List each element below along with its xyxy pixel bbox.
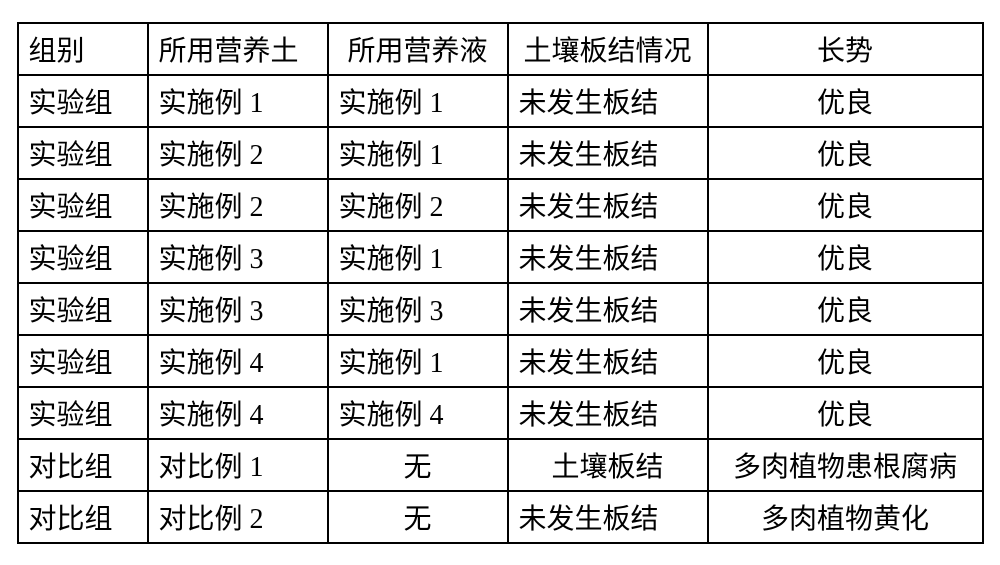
cell-growth: 优良 [708,387,983,439]
cell-soil: 实施例 3 [148,231,328,283]
table-row: 实验组 实施例 2 实施例 2 未发生板结 优良 [18,179,983,231]
cell-growth: 优良 [708,179,983,231]
col-header-compact: 土壤板结情况 [508,23,708,75]
col-header-liquid: 所用营养液 [328,23,508,75]
cell-liquid: 实施例 1 [328,335,508,387]
table-row: 实验组 实施例 1 实施例 1 未发生板结 优良 [18,75,983,127]
col-header-soil: 所用营养土 [148,23,328,75]
cell-soil: 实施例 1 [148,75,328,127]
cell-growth: 优良 [708,127,983,179]
cell-group: 实验组 [18,387,148,439]
cell-group: 实验组 [18,231,148,283]
table-row: 实验组 实施例 3 实施例 1 未发生板结 优良 [18,231,983,283]
table-row: 实验组 实施例 4 实施例 1 未发生板结 优良 [18,335,983,387]
table-row: 对比组 对比例 1 无 土壤板结 多肉植物患根腐病 [18,439,983,491]
cell-growth: 优良 [708,75,983,127]
cell-compact: 土壤板结 [508,439,708,491]
table-row: 实验组 实施例 2 实施例 1 未发生板结 优良 [18,127,983,179]
cell-soil: 实施例 2 [148,179,328,231]
cell-liquid: 无 [328,491,508,543]
cell-growth: 多肉植物黄化 [708,491,983,543]
cell-compact: 未发生板结 [508,127,708,179]
cell-growth: 优良 [708,283,983,335]
table-row: 实验组 实施例 3 实施例 3 未发生板结 优良 [18,283,983,335]
col-header-group: 组别 [18,23,148,75]
cell-group: 对比组 [18,491,148,543]
cell-compact: 未发生板结 [508,387,708,439]
cell-soil: 对比例 1 [148,439,328,491]
cell-soil: 实施例 3 [148,283,328,335]
cell-soil: 实施例 2 [148,127,328,179]
cell-soil: 对比例 2 [148,491,328,543]
cell-group: 实验组 [18,127,148,179]
cell-group: 实验组 [18,283,148,335]
table-header-row: 组别 所用营养土 所用营养液 土壤板结情况 长势 [18,23,983,75]
cell-liquid: 实施例 4 [328,387,508,439]
cell-growth: 优良 [708,335,983,387]
cell-soil: 实施例 4 [148,387,328,439]
cell-liquid: 实施例 2 [328,179,508,231]
cell-compact: 未发生板结 [508,335,708,387]
cell-compact: 未发生板结 [508,231,708,283]
cell-group: 实验组 [18,179,148,231]
cell-liquid: 实施例 3 [328,283,508,335]
table-row: 对比组 对比例 2 无 未发生板结 多肉植物黄化 [18,491,983,543]
cell-group: 对比组 [18,439,148,491]
table-row: 实验组 实施例 4 实施例 4 未发生板结 优良 [18,387,983,439]
col-header-growth: 长势 [708,23,983,75]
cell-group: 实验组 [18,75,148,127]
cell-group: 实验组 [18,335,148,387]
cell-compact: 未发生板结 [508,283,708,335]
cell-growth: 优良 [708,231,983,283]
cell-liquid: 实施例 1 [328,231,508,283]
cell-compact: 未发生板结 [508,179,708,231]
cell-compact: 未发生板结 [508,75,708,127]
cell-soil: 实施例 4 [148,335,328,387]
cell-liquid: 实施例 1 [328,75,508,127]
experiment-results-table: 组别 所用营养土 所用营养液 土壤板结情况 长势 实验组 实施例 1 实施例 1… [17,22,984,544]
cell-liquid: 无 [328,439,508,491]
cell-liquid: 实施例 1 [328,127,508,179]
cell-compact: 未发生板结 [508,491,708,543]
cell-growth: 多肉植物患根腐病 [708,439,983,491]
